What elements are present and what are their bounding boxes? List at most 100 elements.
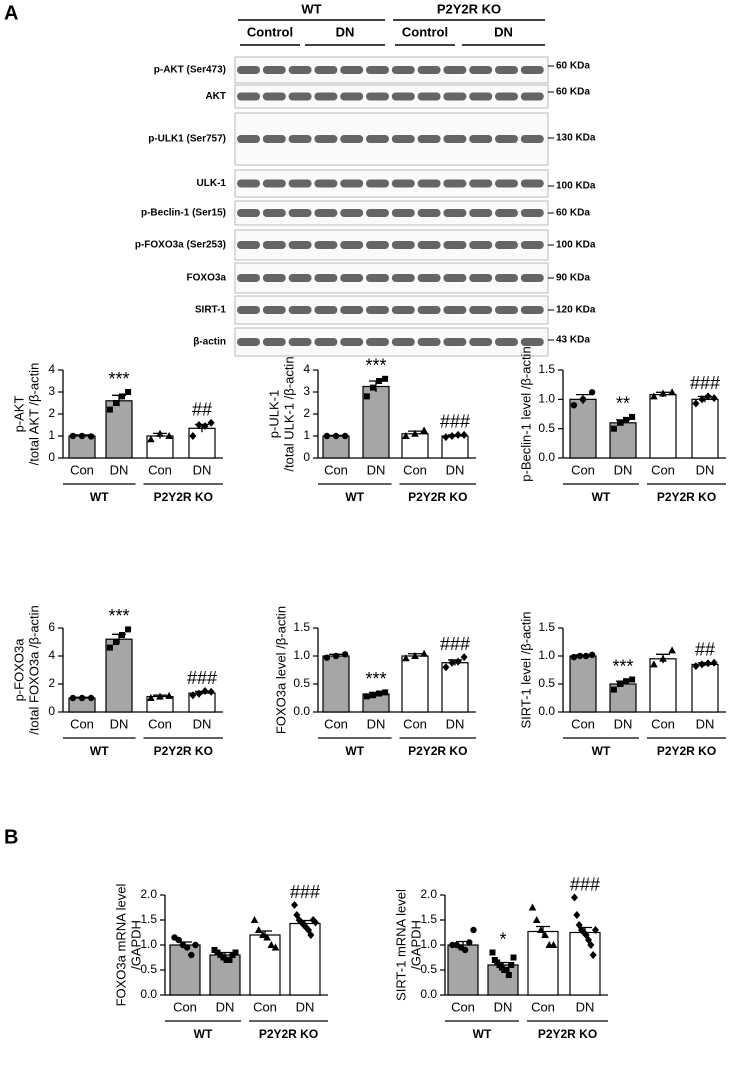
data-point [119, 632, 126, 638]
blot-band [314, 306, 338, 314]
blot-band [391, 241, 415, 249]
data-point [341, 432, 349, 440]
blot-band [495, 209, 518, 217]
blot-band [417, 66, 441, 74]
data-point [232, 949, 239, 956]
y-axis-label: FOXO3a level /β-actin [273, 606, 288, 734]
blot-band [443, 135, 467, 143]
blot-band [262, 135, 286, 143]
condition-label: DN [494, 24, 513, 39]
data-point [165, 691, 173, 699]
y-tick-label: 0.0 [420, 987, 437, 1001]
data-point [650, 392, 658, 400]
bar [322, 435, 350, 459]
data-point [188, 951, 195, 959]
panel-label: A [4, 2, 18, 24]
data-point [461, 946, 469, 954]
blot-band [340, 241, 364, 249]
blot-band [314, 241, 338, 249]
group-label: WT [473, 1027, 492, 1041]
x-tick-label: Con [148, 462, 172, 477]
blot-band [262, 66, 286, 74]
blot-band [340, 66, 364, 74]
blot-band [262, 179, 286, 188]
blot-band [288, 92, 312, 101]
data-point [659, 389, 667, 397]
data-point [623, 678, 630, 685]
y-tick-label: 0 [48, 704, 55, 718]
data-point [106, 644, 113, 651]
blot-band [469, 306, 493, 314]
data-point [175, 936, 182, 944]
y-tick-label: 4 [48, 362, 55, 376]
significance-label: ## [192, 400, 212, 420]
genotype-label: WT [301, 1, 321, 16]
data-point [460, 430, 468, 439]
data-point [659, 654, 667, 662]
data-point [588, 389, 596, 396]
blot-band [469, 179, 493, 188]
data-point [692, 399, 700, 408]
x-tick-label: DN [193, 716, 212, 731]
blot-band [340, 274, 364, 282]
blot-band [443, 306, 467, 314]
blot-band [314, 338, 338, 346]
blot-band [366, 179, 389, 188]
data-point [629, 413, 636, 420]
bar [569, 398, 597, 459]
y-tick-label: 1.0 [538, 648, 555, 662]
data-point [382, 689, 389, 696]
y-tick-label: 0.0 [140, 987, 157, 1001]
data-point [549, 941, 558, 948]
blot-band [314, 135, 338, 143]
y-tick-label: 1 [303, 428, 310, 442]
y-axis-label: /GAPDH [408, 920, 423, 970]
blot-band [469, 241, 493, 249]
blot-band [391, 338, 415, 346]
blot-band [443, 209, 467, 217]
group-label: WT [90, 490, 109, 504]
blot-band [469, 135, 493, 143]
data-point [323, 654, 331, 661]
data-point [402, 432, 410, 439]
blot-band [417, 338, 441, 346]
data-point [363, 393, 370, 400]
data-point [489, 949, 496, 956]
group-label: P2Y2R KO [154, 744, 213, 758]
x-tick-label: DN [696, 462, 715, 477]
data-point [87, 433, 95, 440]
panel-label: B [4, 826, 18, 848]
data-point [250, 916, 259, 923]
blot-band [520, 306, 544, 314]
blot-band [469, 338, 493, 346]
significance-label: *** [365, 356, 386, 376]
data-point [420, 426, 428, 434]
x-tick-label: Con [651, 716, 675, 731]
blot-band [288, 338, 312, 346]
blot-band [288, 306, 312, 314]
data-point [698, 660, 706, 669]
blot-band [391, 306, 415, 314]
data-point [704, 392, 712, 401]
data-point [616, 681, 623, 687]
blot-row-label: p-AKT (Ser473) [154, 65, 226, 76]
condition-label: Control [247, 24, 293, 39]
data-point [460, 653, 468, 662]
size-label: 100 KDa [556, 240, 596, 251]
data-point [125, 389, 132, 395]
bar [401, 433, 429, 459]
data-point [195, 689, 203, 698]
blot-band [340, 92, 364, 101]
y-tick-label: 4 [48, 648, 55, 662]
y-axis-label: SIRT-1 level /β-actin [518, 611, 533, 728]
blot-band [237, 306, 260, 314]
blot-band [340, 338, 364, 346]
blot-band [262, 274, 286, 282]
significance-label: ## [695, 639, 715, 659]
y-axis-label: /total AKT /β-actin [26, 363, 41, 466]
y-tick-label: 0.5 [420, 962, 437, 976]
blot-band [495, 135, 518, 143]
x-tick-label: Con [531, 999, 555, 1014]
x-tick-label: DN [110, 462, 129, 477]
